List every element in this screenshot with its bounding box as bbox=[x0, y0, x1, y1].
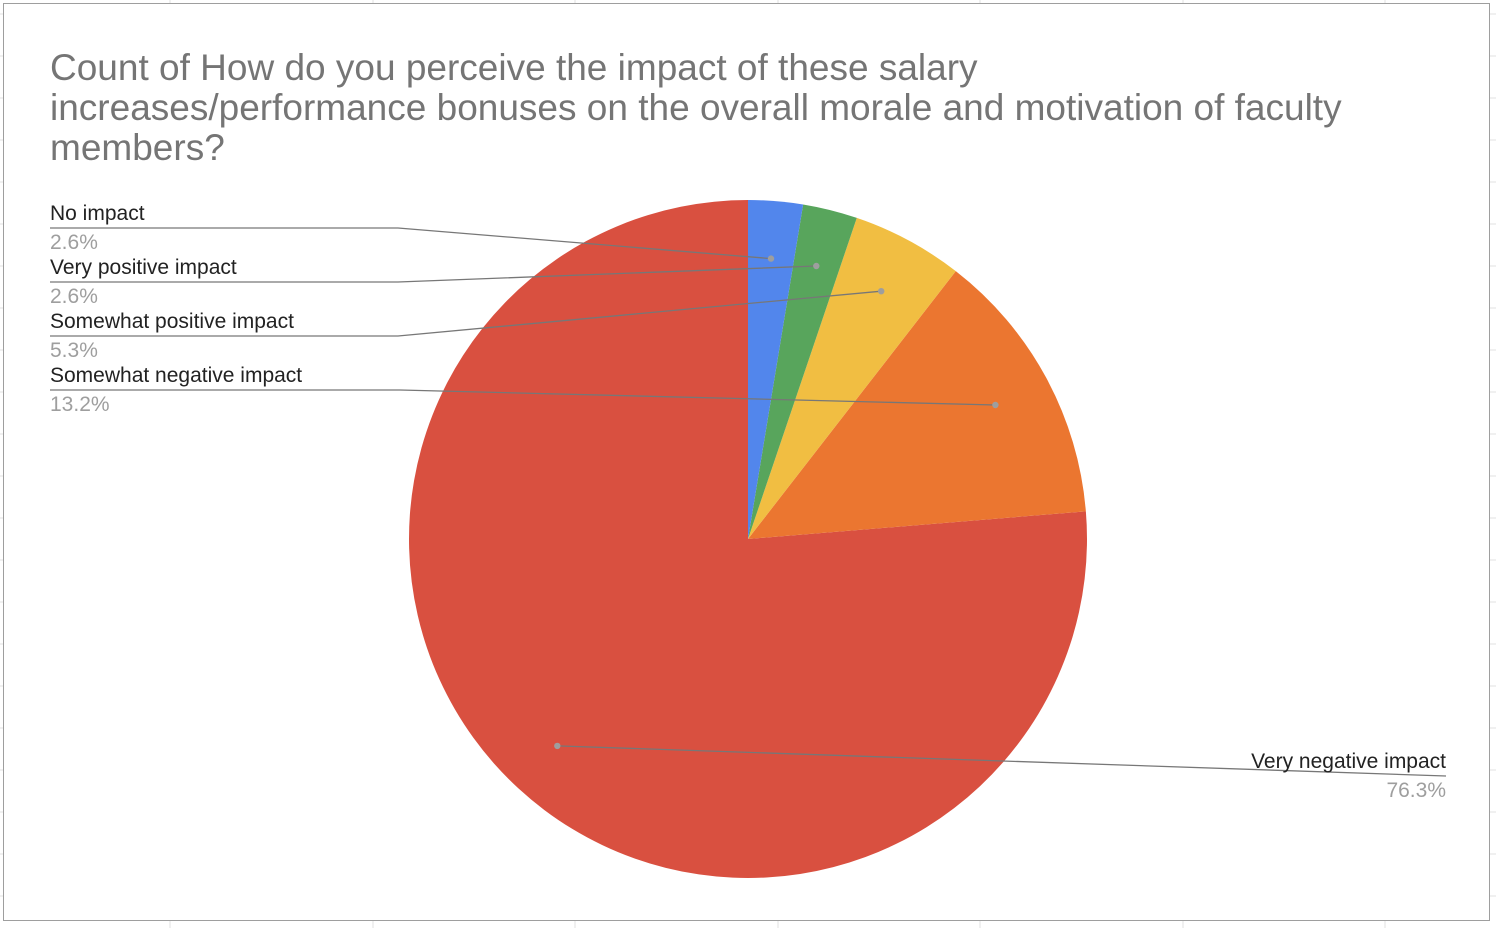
callout-line-somewhat-negative-impact bbox=[50, 389, 996, 406]
callout-dot-no-impact bbox=[767, 255, 775, 262]
pie-slice-very-positive-impact[interactable] bbox=[748, 204, 857, 539]
pie-slice-somewhat-positive-impact[interactable] bbox=[748, 217, 956, 539]
callout-dot-somewhat-negative-impact bbox=[992, 401, 999, 409]
callout-line-very-negative-impact bbox=[557, 745, 1447, 777]
slice-percent-very-negative-impact: 76.3% bbox=[1386, 779, 1446, 802]
slice-label-no-impact: No impact bbox=[50, 202, 145, 225]
slice-percent-no-impact: 2.6% bbox=[50, 231, 98, 254]
slice-percent-somewhat-positive-impact: 5.3% bbox=[50, 339, 98, 362]
callout-dot-very-positive-impact bbox=[813, 262, 820, 270]
callout-dot-somewhat-positive-impact bbox=[878, 288, 885, 295]
slice-percent-somewhat-negative-impact: 13.2% bbox=[50, 393, 110, 416]
callout-line-somewhat-positive-impact bbox=[50, 290, 882, 337]
callout-dot-very-negative-impact bbox=[554, 742, 561, 750]
slice-label-very-negative-impact: Very negative impact bbox=[1251, 750, 1446, 773]
slice-label-somewhat-positive-impact: Somewhat positive impact bbox=[50, 310, 294, 333]
chart-title: Count of How do you perceive the impact … bbox=[50, 47, 1342, 168]
callout-line-no-impact bbox=[50, 227, 772, 260]
pie-slice-somewhat-negative-impact[interactable] bbox=[748, 271, 1086, 539]
slice-label-somewhat-negative-impact: Somewhat negative impact bbox=[50, 364, 302, 387]
pie-slice-no-impact[interactable] bbox=[748, 200, 804, 539]
slice-label-very-positive-impact: Very positive impact bbox=[50, 256, 237, 279]
pie-slice-very-negative-impact[interactable] bbox=[409, 200, 1088, 878]
slice-percent-very-positive-impact: 2.6% bbox=[50, 285, 98, 308]
callout-line-very-positive-impact bbox=[50, 265, 817, 283]
